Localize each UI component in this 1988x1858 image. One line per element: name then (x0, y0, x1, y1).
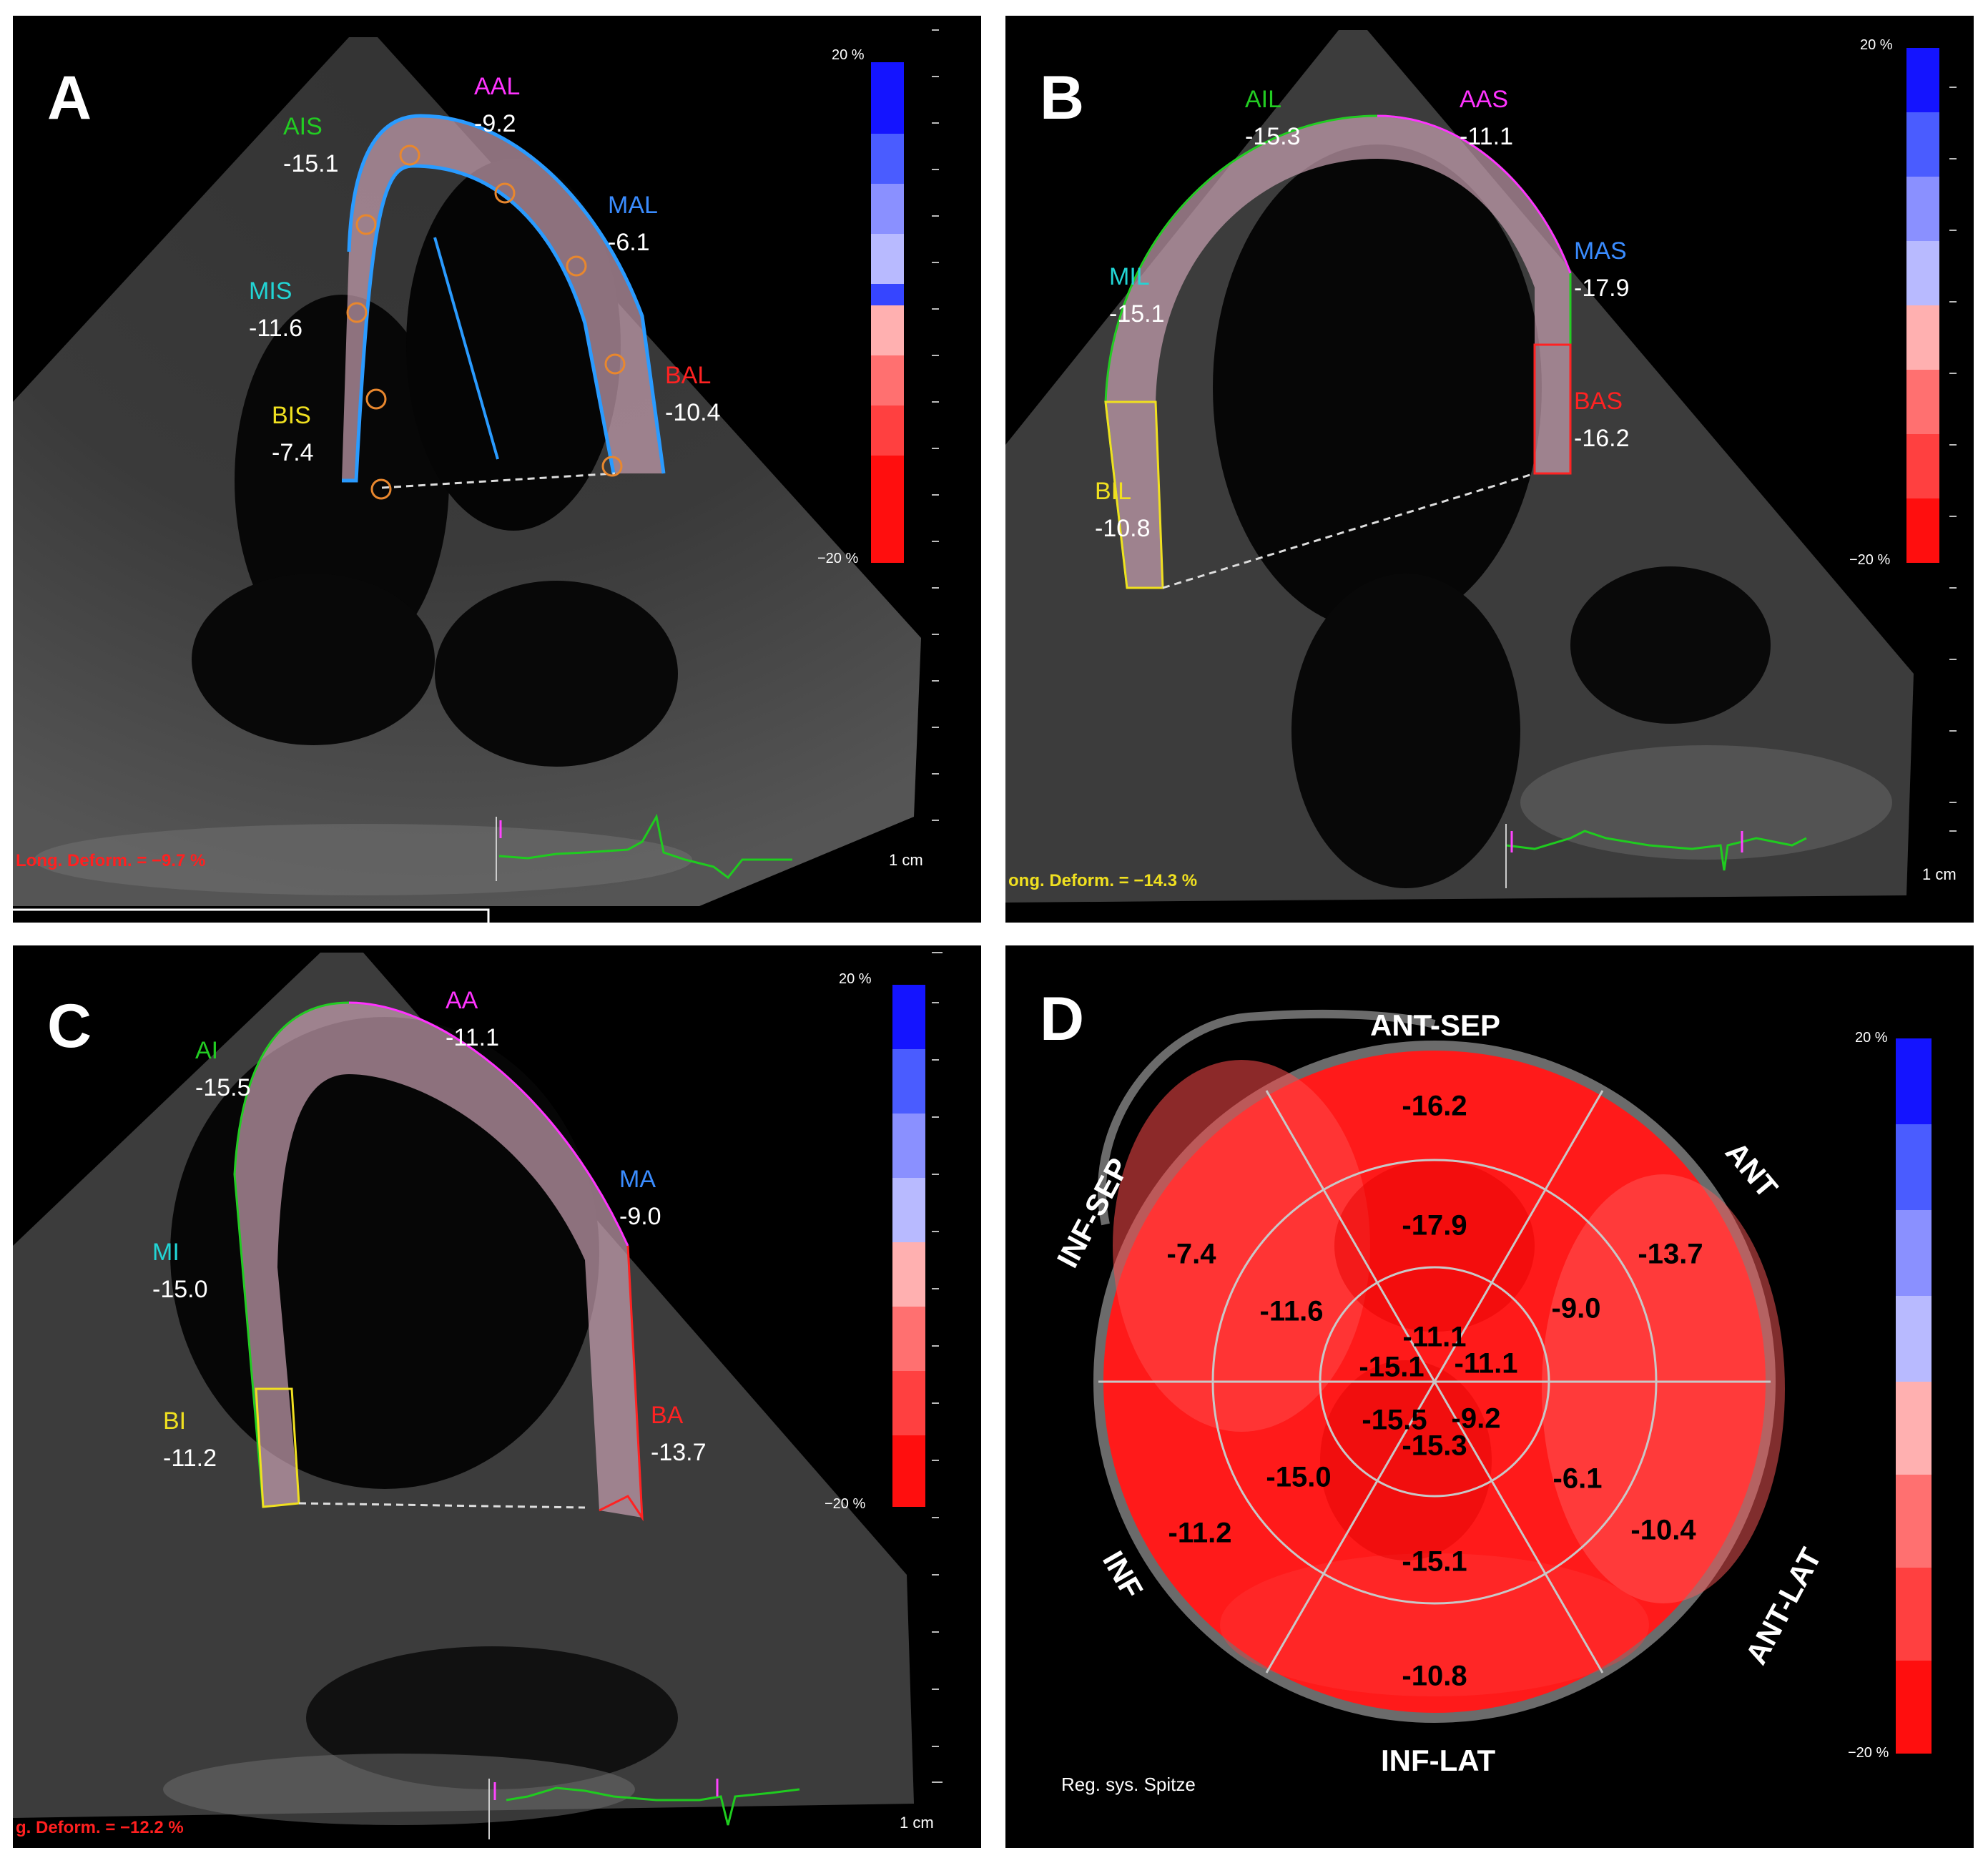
myocardial-roi (342, 116, 664, 481)
depth-scale-label: 1 cm (889, 851, 923, 869)
basal-ant-value: -13.7 (1638, 1238, 1703, 1270)
basal-inf-value: -11.2 (1168, 1517, 1232, 1549)
global-strain-readout: g. Deform. = −12.2 % (16, 1818, 184, 1837)
apical-lat2-value: -9.2 (1451, 1402, 1501, 1435)
cavity-lv (1213, 144, 1542, 631)
segment-label-ail: AIL -15.3 (1245, 86, 1301, 150)
segment-label-ba: BA -13.7 (651, 1402, 707, 1466)
segment-label-mi: MI -15.0 (152, 1239, 208, 1303)
echo-image-c (13, 952, 943, 1839)
panel-letter: B (1040, 64, 1085, 132)
myocardial-roi (1106, 116, 1570, 588)
basal-ant-lat-value: -10.4 (1630, 1514, 1696, 1546)
global-strain-readout: ong. Deform. = −14.3 % (1008, 871, 1198, 890)
wall-label-inf-lat: INF-LAT (1381, 1744, 1496, 1777)
segment-label-ma: MA -9.0 (619, 1166, 661, 1230)
depth-scale-label: 1 cm (900, 1814, 934, 1832)
panel-a-echo-4-chamber: A AIS -15.1 AAL -9.2 MAL -6.1 MIS -11.6 … (13, 16, 981, 923)
tracking-points (346, 144, 626, 500)
apical-inf-value: -15.3 (1402, 1430, 1467, 1462)
mid-inf-sep-value: -11.6 (1259, 1295, 1324, 1327)
segment-dividers (1098, 1090, 1771, 1673)
colorbar-min-label: −20 % (825, 1496, 866, 1512)
segment-label-aal: AAL -9.2 (474, 73, 521, 137)
ecg-trace (506, 1786, 800, 1826)
colorbar-max-label: 20 % (1855, 1030, 1888, 1046)
myocardial-roi (235, 1003, 642, 1518)
mitral-line (381, 472, 616, 489)
panel-d-bullseye: D ANT-SEP ANT ANT-LAT INF-LAT INF INF-SE… (1005, 945, 1974, 1848)
colorbar-min-label: −20 % (817, 551, 859, 566)
segment-label-mas: MAS -17.9 (1574, 237, 1630, 302)
footer-label: Reg. sys. Spitze (1061, 1774, 1196, 1795)
depth-ticks (932, 29, 939, 821)
mid-ant-lat-value: -6.1 (1552, 1463, 1603, 1495)
ecg-trace (498, 813, 792, 880)
basal-inf-sep-value: -7.4 (1166, 1238, 1216, 1270)
echo-image-b (1005, 30, 1957, 903)
mid-inf-lat-value: -15.1 (1402, 1545, 1467, 1578)
cavity-la (1291, 574, 1520, 888)
septal-frame (1098, 1009, 1436, 1226)
segment-label-mal: MAL -6.1 (608, 192, 658, 256)
cavity-la (435, 581, 678, 767)
colorbar-max-label: 20 % (832, 47, 865, 63)
echo-image-a (13, 29, 939, 923)
segment-label-bil: BIL -10.8 (1095, 478, 1151, 542)
panel-letter: D (1040, 985, 1085, 1053)
colorbar-min-label: −20 % (1849, 552, 1891, 568)
apical-lat-value: -11.1 (1454, 1347, 1518, 1380)
panel-c-echo-3-chamber: C AI -15.5 AA -11.1 MA -9.0 MI -15.0 BA … (13, 945, 981, 1848)
segment-label-bas: BAS -16.2 (1574, 388, 1630, 452)
mid-ant-sep-value: -17.9 (1402, 1209, 1467, 1242)
mitral-line (1162, 472, 1535, 589)
segment-label-bal: BAL -10.4 (665, 362, 721, 426)
colorbar-max-label: 20 % (1860, 37, 1893, 53)
long-axis-line (433, 237, 499, 460)
depth-ticks (1949, 87, 1957, 832)
apical-sep-value: -15.5 (1362, 1404, 1427, 1436)
panel-b-echo-2-chamber: B AIL -15.3 AAS -11.1 MAS -17.9 MIL -15.… (1005, 16, 1974, 923)
depth-scale-label: 1 cm (1922, 865, 1957, 883)
mid-inf-value: -15.0 (1266, 1461, 1332, 1493)
bullseye-plot (1093, 1009, 1932, 1754)
cavity-ra (192, 574, 435, 745)
mid-ant-value: -9.0 (1551, 1292, 1601, 1324)
segment-label-bis: BIS -7.4 (272, 402, 314, 466)
segment-label-bi: BI -11.2 (163, 1407, 217, 1472)
depth-ticks (932, 952, 943, 1783)
segment-label-ais: AIS -15.1 (283, 113, 339, 177)
wall-label-ant-sep: ANT-SEP (1370, 1008, 1501, 1042)
panel-letter: A (47, 64, 92, 132)
ecg-trace (1505, 830, 1807, 871)
basal-ant-sep-value: -16.2 (1402, 1090, 1467, 1122)
segment-label-mil: MIL -15.1 (1109, 263, 1165, 328)
colorbar-min-label: −20 % (1848, 1745, 1889, 1761)
segment-label-ai: AI -15.5 (195, 1037, 251, 1101)
apical-ant-value: -11.1 (1402, 1321, 1467, 1353)
global-strain-readout: Long. Deform. = −9.7 % (16, 851, 206, 870)
basal-inf-lat-value: -10.8 (1402, 1660, 1467, 1692)
colorbar-max-label: 20 % (839, 971, 872, 987)
apical-sep2-value: -15.1 (1359, 1351, 1424, 1383)
panel-letter: C (47, 992, 92, 1061)
segment-label-aas: AAS -11.1 (1460, 86, 1513, 150)
segment-label-aa: AA -11.1 (446, 987, 499, 1051)
segment-label-mis: MIS -11.6 (249, 277, 302, 342)
